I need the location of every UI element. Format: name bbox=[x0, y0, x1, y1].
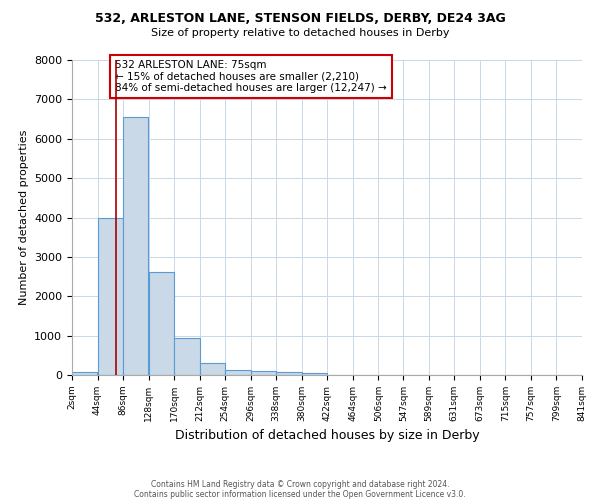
Bar bbox=[174, 338, 199, 375]
X-axis label: Distribution of detached houses by size in Derby: Distribution of detached houses by size … bbox=[175, 430, 479, 442]
Text: 532 ARLESTON LANE: 75sqm
← 15% of detached houses are smaller (2,210)
84% of sem: 532 ARLESTON LANE: 75sqm ← 15% of detach… bbox=[115, 60, 387, 93]
Bar bbox=[200, 362, 225, 375]
Bar bbox=[98, 218, 123, 375]
Bar bbox=[226, 370, 251, 375]
Bar bbox=[302, 373, 327, 375]
Y-axis label: Number of detached properties: Number of detached properties bbox=[19, 130, 29, 305]
Bar bbox=[251, 370, 276, 375]
Bar bbox=[72, 372, 97, 375]
Bar bbox=[149, 272, 174, 375]
Text: Size of property relative to detached houses in Derby: Size of property relative to detached ho… bbox=[151, 28, 449, 38]
Text: 532, ARLESTON LANE, STENSON FIELDS, DERBY, DE24 3AG: 532, ARLESTON LANE, STENSON FIELDS, DERB… bbox=[95, 12, 505, 26]
Bar bbox=[277, 372, 302, 375]
Text: Contains public sector information licensed under the Open Government Licence v3: Contains public sector information licen… bbox=[134, 490, 466, 499]
Text: Contains HM Land Registry data © Crown copyright and database right 2024.: Contains HM Land Registry data © Crown c… bbox=[151, 480, 449, 489]
Bar bbox=[123, 117, 148, 375]
